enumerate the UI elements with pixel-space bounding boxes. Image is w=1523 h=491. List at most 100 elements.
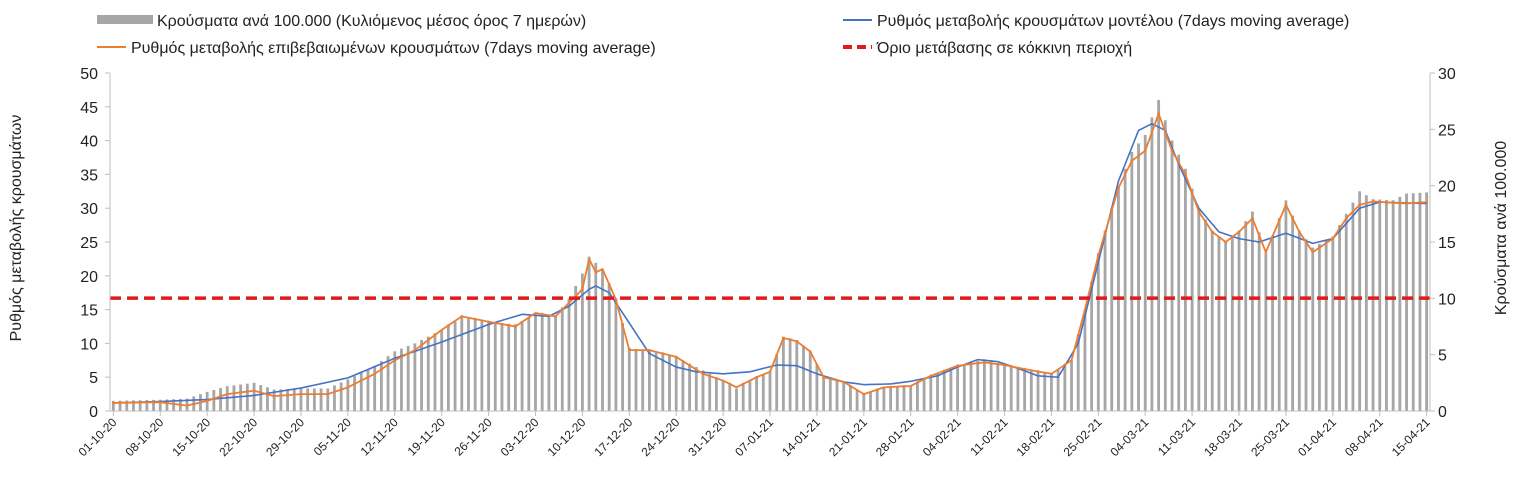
x-tick-label: 11-02-21 bbox=[967, 415, 1010, 458]
bar bbox=[802, 345, 805, 411]
bar bbox=[647, 351, 651, 411]
bar bbox=[125, 400, 129, 411]
y-left-tick-label: 5 bbox=[89, 370, 98, 387]
x-tick-label: 28-01-21 bbox=[873, 415, 917, 459]
bar bbox=[949, 368, 953, 411]
confirmed-rate-point bbox=[420, 343, 423, 347]
confirmed-rate-point bbox=[1371, 200, 1375, 203]
bar bbox=[520, 320, 524, 411]
confirmed-rate-point bbox=[192, 402, 196, 406]
confirmed-rate-point bbox=[822, 375, 825, 379]
x-tick-label: 10-12-20 bbox=[545, 415, 589, 459]
bar bbox=[1210, 230, 1214, 411]
confirmed-rate-point bbox=[1224, 240, 1227, 244]
bar bbox=[232, 385, 236, 411]
confirmed-rate-point bbox=[688, 364, 691, 367]
bar bbox=[527, 317, 531, 411]
confirmed-rate-point bbox=[1157, 112, 1160, 115]
x-tick-label: 14-01-21 bbox=[779, 415, 823, 459]
confirmed-rate-point bbox=[983, 361, 986, 364]
bar bbox=[835, 380, 839, 411]
bar bbox=[1264, 253, 1268, 411]
bar bbox=[426, 336, 430, 411]
bar bbox=[795, 340, 799, 411]
bar bbox=[1123, 168, 1127, 411]
confirmed-rate-point bbox=[875, 388, 879, 391]
legend-label-confirmed-line: Ρυθμός μεταβολής επιβεβαιωμένων κρουσμάτ… bbox=[131, 40, 656, 57]
confirmed-rate-point bbox=[835, 379, 839, 382]
confirmed-rate-point bbox=[1264, 250, 1268, 254]
confirmed-rate-point bbox=[1023, 367, 1026, 371]
bar bbox=[1405, 193, 1408, 411]
confirmed-rate-point bbox=[715, 377, 718, 380]
bar bbox=[1344, 213, 1348, 411]
bar bbox=[165, 399, 169, 411]
bar bbox=[145, 400, 149, 411]
bar bbox=[413, 343, 417, 411]
bar bbox=[118, 400, 122, 411]
y-axis-right-title: Κρούσματα ανά 100.000 bbox=[1493, 141, 1510, 315]
confirmed-rate-point bbox=[916, 381, 919, 384]
bar bbox=[493, 322, 497, 411]
bar bbox=[433, 333, 437, 411]
confirmed-rate-point bbox=[942, 369, 946, 373]
confirmed-rate-point bbox=[473, 317, 477, 321]
bar bbox=[245, 383, 249, 411]
confirmed-rate-point bbox=[929, 374, 933, 378]
bar bbox=[239, 384, 243, 411]
bar bbox=[1130, 151, 1134, 411]
x-tick-label: 21-01-21 bbox=[826, 415, 870, 459]
confirmed-rate-point bbox=[1197, 210, 1201, 213]
bar bbox=[460, 317, 464, 411]
bar bbox=[252, 382, 256, 411]
bar bbox=[299, 388, 303, 411]
y-right-tick-label: 15 bbox=[1438, 235, 1456, 252]
y-right-tick-label: 25 bbox=[1438, 122, 1456, 139]
bar bbox=[1137, 143, 1140, 412]
bar bbox=[1190, 188, 1194, 411]
confirmed-rate-point bbox=[554, 315, 557, 318]
x-tick-label: 22-10-20 bbox=[216, 415, 260, 459]
confirmed-rate-point bbox=[1210, 230, 1214, 234]
bar bbox=[353, 376, 356, 411]
bar bbox=[922, 379, 926, 411]
bar bbox=[373, 365, 377, 411]
confirmed-rate-point bbox=[567, 301, 571, 305]
confirmed-rate-point bbox=[447, 324, 450, 327]
bar bbox=[1277, 217, 1281, 411]
bar bbox=[1271, 235, 1274, 411]
bar bbox=[1244, 221, 1248, 411]
bar bbox=[862, 394, 866, 411]
bar bbox=[1043, 372, 1047, 411]
bar bbox=[1003, 364, 1006, 411]
bar bbox=[1391, 200, 1395, 411]
confirmed-rate-point bbox=[581, 288, 584, 291]
x-tick-label: 19-11-20 bbox=[405, 415, 448, 458]
bar bbox=[1385, 199, 1388, 411]
bar bbox=[1063, 364, 1067, 411]
bar bbox=[661, 354, 665, 411]
confirmed-rate-point bbox=[889, 385, 892, 389]
bar bbox=[1418, 192, 1422, 411]
y-left-tick-label: 0 bbox=[89, 404, 98, 421]
bar bbox=[158, 399, 162, 411]
bar bbox=[594, 262, 598, 411]
confirmed-rate-point bbox=[1291, 217, 1294, 220]
confirmed-rate-point bbox=[1090, 281, 1093, 284]
bar bbox=[1351, 202, 1355, 411]
bar bbox=[500, 323, 504, 411]
confirmed-rate-point bbox=[996, 362, 1000, 366]
bar bbox=[929, 376, 933, 411]
confirmed-rate-point bbox=[741, 382, 745, 386]
bar bbox=[909, 386, 913, 411]
y-left-tick-label: 15 bbox=[80, 303, 98, 320]
y-left-tick-label: 50 bbox=[80, 66, 98, 83]
confirmed-rate-point bbox=[487, 320, 490, 324]
confirmed-rate-point bbox=[1143, 149, 1147, 153]
y-right-tick-label: 10 bbox=[1438, 291, 1456, 308]
bar bbox=[849, 385, 852, 411]
bar bbox=[1050, 373, 1053, 411]
bar bbox=[507, 323, 511, 411]
bar bbox=[172, 399, 176, 411]
